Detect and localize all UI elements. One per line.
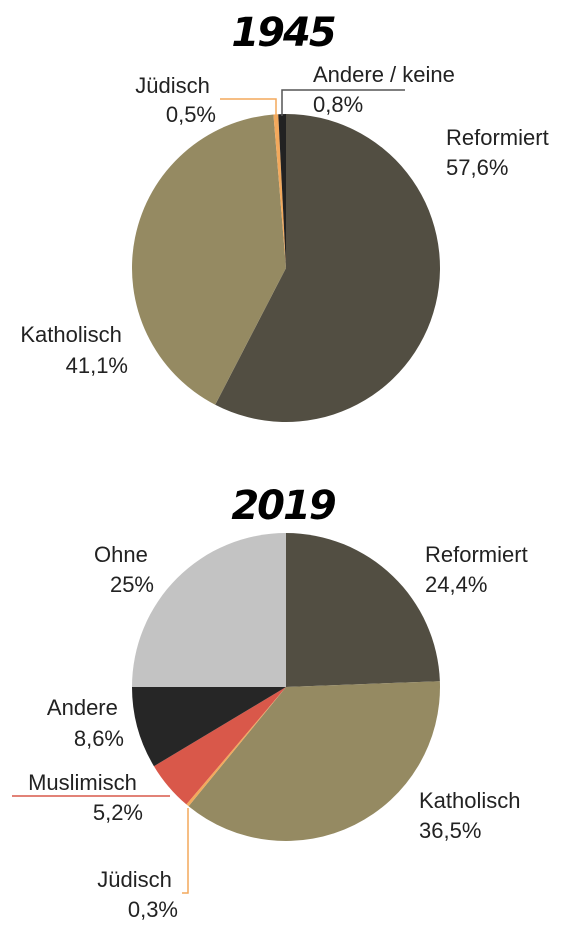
- leader-line-juedisch-2019: [182, 808, 189, 894]
- slice-value: 25%: [110, 572, 154, 597]
- slice-label-juedisch-1945: Jüdisch 0,5%: [135, 73, 216, 127]
- leader-line-juedisch-1945: [220, 98, 277, 118]
- slice-label-andere-2019: Andere 8,6%: [47, 695, 124, 751]
- leader-line-andere-keine-1945: [281, 89, 405, 116]
- chart-title-2019: 2019: [231, 483, 335, 529]
- slice-name: Reformiert: [425, 542, 528, 567]
- pie-slice-reformiert-2019: [286, 533, 440, 687]
- pie-chart-2019: 2019 Reformiert 24,4% Katholisch 36,5% J…: [12, 483, 534, 922]
- slice-name: Muslimisch: [28, 770, 137, 795]
- slice-name: Katholisch: [419, 788, 521, 813]
- pie-slice-katholisch-2019: [188, 681, 440, 841]
- slice-name: Andere / keine: [313, 62, 455, 87]
- slice-name: Jüdisch: [97, 867, 172, 892]
- chart-title-1945: 1945: [231, 10, 334, 56]
- slice-value: 0,8%: [313, 92, 363, 117]
- pie-slice-ohne-2019: [132, 533, 286, 687]
- pie-chart-1945: 1945 Reformiert 57,6% Katholisch 41,1% J…: [20, 10, 555, 423]
- pie-slice-katholisch-1945: [131, 114, 286, 405]
- slice-label-katholisch-1945: Katholisch 41,1%: [20, 322, 128, 378]
- pie-slices-1945: [131, 113, 441, 423]
- pie-slice-juedisch-2019: [186, 687, 286, 807]
- pie-slices-2019: [132, 533, 440, 841]
- leader-lines-2019: [12, 795, 189, 894]
- slice-value: 0,3%: [128, 897, 178, 922]
- slice-value: 36,5%: [419, 818, 481, 843]
- pie-slice-reformiert-1945: [215, 114, 441, 423]
- pie-slice-andere-2019: [132, 687, 286, 767]
- pie-slice-muslimisch-2019: [153, 687, 286, 805]
- slice-label-reformiert-1945: Reformiert 57,6%: [446, 125, 555, 180]
- slice-label-muslimisch-2019: Muslimisch 5,2%: [28, 770, 143, 825]
- slice-name: Reformiert: [446, 125, 549, 150]
- slice-label-ohne-2019: Ohne 25%: [94, 542, 154, 597]
- slice-label-reformiert-2019: Reformiert 24,4%: [425, 542, 534, 597]
- slice-value: 57,6%: [446, 155, 508, 180]
- slice-value: 5,2%: [93, 800, 143, 825]
- slice-value: 24,4%: [425, 572, 487, 597]
- slice-name: Andere: [47, 695, 118, 720]
- pie-slice-juedisch-1945: [273, 114, 286, 268]
- slice-value: 41,1%: [66, 353, 128, 378]
- slice-value: 8,6%: [74, 726, 124, 751]
- pie-slice-andere-keine-1945: [278, 113, 286, 268]
- slice-label-katholisch-2019: Katholisch 36,5%: [419, 788, 527, 843]
- slice-name: Ohne: [94, 542, 148, 567]
- slice-name: Katholisch: [20, 322, 122, 347]
- leader-lines-1945: [220, 89, 405, 118]
- slice-name: Jüdisch: [135, 73, 210, 98]
- slice-label-andere-keine-1945: Andere / keine 0,8%: [313, 62, 461, 117]
- slice-value: 0,5%: [166, 102, 216, 127]
- slice-label-juedisch-2019: Jüdisch 0,3%: [97, 867, 178, 922]
